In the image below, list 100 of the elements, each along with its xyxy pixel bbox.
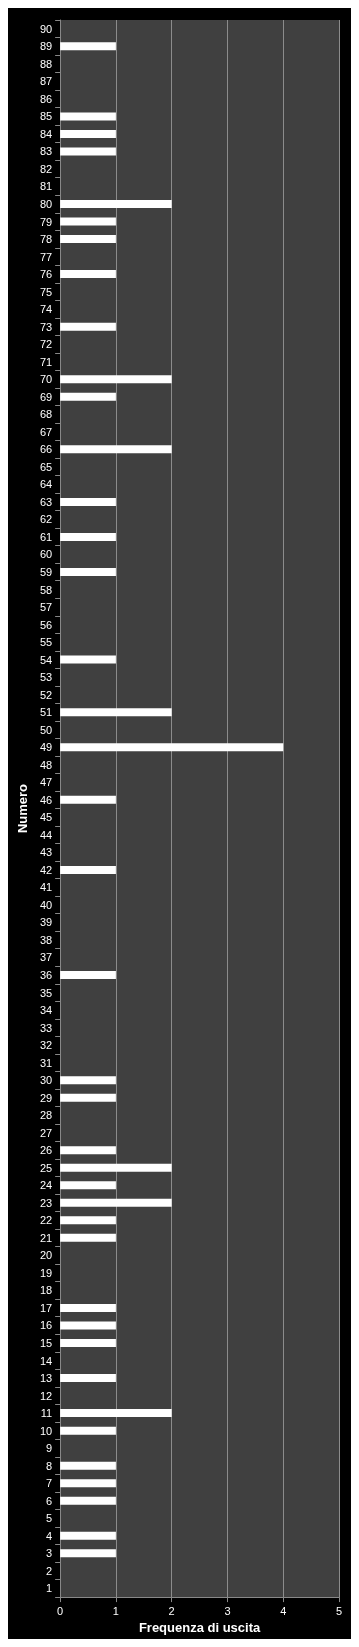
bar (60, 1163, 172, 1172)
y-tick-label: 54 (39, 653, 53, 666)
bar (60, 1426, 116, 1435)
y-tick-label: 69 (39, 390, 53, 403)
bar (60, 445, 172, 454)
bar (60, 1076, 116, 1085)
bar (60, 567, 116, 576)
y-tick-label: 84 (39, 127, 53, 140)
x-tick-label: 0 (57, 1604, 64, 1617)
y-tick-label: 40 (39, 898, 53, 911)
bar (60, 532, 116, 541)
y-tick-label: 13 (39, 1372, 53, 1385)
y-tick-label: 80 (39, 197, 53, 210)
y-tick-label: 49 (39, 741, 53, 754)
bar (60, 200, 172, 208)
bar (60, 42, 116, 51)
y-tick-label: 22 (39, 1214, 53, 1227)
y-tick-label: 8 (46, 1459, 53, 1472)
y-tick-label: 32 (39, 1039, 53, 1052)
y-tick-label: 44 (39, 828, 53, 841)
bar (60, 1321, 116, 1330)
y-tick-label: 3 (46, 1547, 53, 1560)
y-tick-label: 11 (40, 1407, 53, 1420)
y-tick-label: 74 (39, 303, 53, 316)
y-tick-label: 53 (39, 671, 53, 684)
bar (60, 1479, 116, 1488)
y-tick-label: 55 (39, 636, 53, 649)
y-tick-label: 76 (39, 268, 53, 281)
x-tick-label: 1 (112, 1604, 119, 1617)
bar (60, 112, 116, 121)
bar (60, 1374, 116, 1383)
bar (60, 497, 116, 506)
y-tick-label: 48 (39, 758, 53, 771)
x-tick-label: 4 (280, 1604, 287, 1617)
y-tick-label: 90 (39, 22, 53, 35)
y-tick-label: 86 (39, 92, 53, 105)
y-tick-label: 31 (39, 1056, 53, 1069)
y-tick-label: 62 (39, 513, 53, 526)
bar (60, 1093, 116, 1102)
y-tick-label: 16 (39, 1319, 53, 1332)
y-tick-label: 60 (39, 548, 53, 561)
y-tick-label: 83 (39, 145, 53, 158)
y-tick-label: 42 (39, 863, 53, 876)
x-tick-label: 3 (224, 1604, 231, 1617)
bar (60, 1496, 116, 1505)
x-tick-label: 5 (335, 1604, 343, 1617)
x-axis-title: Frequenza di uscita (138, 1620, 262, 1635)
bar (60, 375, 172, 384)
y-tick-label: 33 (39, 1021, 53, 1034)
y-tick-label: 9 (46, 1442, 53, 1455)
bar (60, 971, 116, 980)
bar (60, 708, 172, 717)
y-tick-label: 57 (39, 601, 53, 614)
y-tick-label: 51 (39, 706, 53, 719)
y-tick-label: 27 (39, 1126, 53, 1139)
y-tick-label: 61 (39, 530, 53, 543)
bar (60, 129, 116, 138)
y-tick-label: 5 (46, 1512, 53, 1525)
y-tick-label: 68 (39, 408, 53, 421)
y-tick-label: 89 (39, 40, 53, 53)
y-axis-title: Numero (15, 783, 30, 834)
bar (60, 1198, 172, 1207)
y-tick-label: 85 (39, 110, 53, 123)
bar (60, 1549, 116, 1558)
y-tick-label: 23 (39, 1196, 53, 1209)
bar (60, 1303, 116, 1312)
y-tick-label: 73 (39, 320, 53, 333)
y-tick-label: 59 (39, 565, 53, 578)
y-tick-label: 36 (39, 969, 53, 982)
y-tick-label: 2 (46, 1564, 53, 1577)
y-tick-label: 7 (46, 1477, 53, 1490)
bar (60, 1181, 116, 1190)
y-tick-label: 24 (39, 1179, 53, 1192)
bar (60, 865, 116, 874)
y-tick-label: 71 (39, 355, 53, 368)
y-tick-label: 88 (39, 57, 53, 70)
y-tick-label: 19 (39, 1266, 53, 1279)
y-tick-label: 63 (39, 495, 53, 508)
y-tick-label: 18 (39, 1284, 53, 1297)
y-tick-label: 78 (39, 233, 53, 246)
y-tick-label: 70 (39, 373, 53, 386)
y-tick-label: 28 (39, 1109, 53, 1122)
y-tick-label: 12 (39, 1389, 53, 1402)
y-tick-label: 17 (39, 1301, 53, 1314)
bar (60, 743, 284, 752)
y-tick-label: 77 (39, 250, 53, 263)
y-tick-label: 46 (39, 793, 53, 806)
y-tick-label: 21 (39, 1231, 53, 1244)
y-tick-label: 58 (39, 583, 53, 596)
bar (60, 1461, 116, 1470)
y-tick-label: 29 (39, 1091, 53, 1104)
bar (60, 270, 116, 279)
y-tick-label: 39 (39, 916, 53, 929)
y-tick-label: 26 (39, 1144, 53, 1157)
y-tick-label: 52 (39, 688, 53, 701)
y-tick-label: 38 (39, 933, 53, 946)
y-tick-label: 6 (46, 1494, 53, 1507)
bar (60, 147, 116, 156)
y-tick-label: 4 (46, 1529, 53, 1542)
y-tick-label: 82 (39, 162, 53, 175)
